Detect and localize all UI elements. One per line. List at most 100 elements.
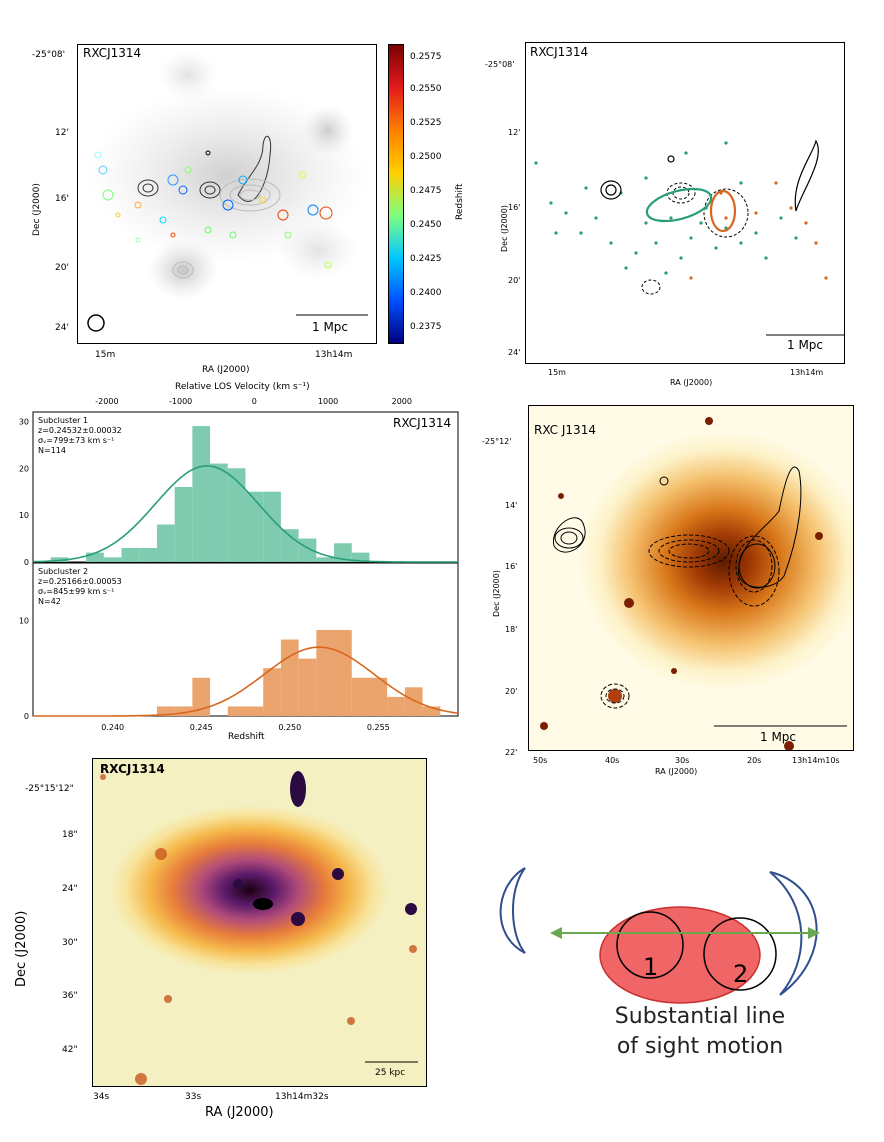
ra-tick: 13h14m [315,350,353,360]
cartoon-caption: Substantial line of sight motion [600,1002,800,1062]
panel-optical: RXCJ1314 25 kpc -25°15'12" 18" 24" 30" 3… [0,755,440,1142]
ra-tick: 40s [605,756,620,765]
dec-tick: 24" [62,884,78,894]
velocity-tick-label: 1000 [318,397,338,406]
x-tick-label: 0.245 [190,723,213,732]
dec-axis-label: Dec (J2000) [14,910,29,987]
velocity-tick-label: 0 [252,397,257,406]
subcluster-1-circle [616,911,684,979]
dec-tick: 22' [505,748,518,757]
dec-tick: -25°12' [482,437,512,446]
y-tick-label: 10 [19,511,29,520]
histogram-title: RXCJ1314 [393,416,452,430]
dec-tick: 18" [62,830,78,840]
subcluster-2-circle [703,917,777,991]
caption-line-1: Substantial line [614,1004,786,1029]
dec-tick: -25°08' [485,60,515,69]
subcluster1-n: N=114 [38,446,66,455]
histogram-bar [192,677,211,716]
panel-xray: RXC J1314 1 Mpc -25°12' 14' 16' 18' 20' … [470,395,884,785]
histogram-bar [245,491,264,562]
subcluster1-z: z=0.24532±0.00032 [38,426,122,435]
ra-tick: 20s [747,756,762,765]
member-map-scale: 1 Mpc [787,338,824,352]
dec-tick: 36" [62,991,78,1001]
histogram-bar [404,687,423,716]
optical-title: RXCJ1314 [100,762,165,776]
subcluster2-sigma: σᵥ=845±99 km s⁻¹ [38,587,115,596]
arrow-head-left [550,927,562,939]
histogram-bar [174,706,193,716]
x-tick-label: 0.250 [278,723,301,732]
colorbar-tick: 0.2450 [410,220,442,230]
y-tick-label: 10 [19,616,29,625]
dec-tick: 30" [62,938,78,948]
histogram-bar [351,552,370,562]
colorbar-tick: 0.2500 [410,152,442,162]
redshift-map-scale: 1 Mpc [312,320,349,334]
velocity-tick-label: -2000 [95,397,118,406]
ra-tick: 33s [185,1092,202,1102]
dec-axis-label: Dec (J2000) [492,570,501,617]
dec-tick: 16' [55,194,69,204]
subcluster2-n: N=42 [38,597,61,606]
colorbar-tick: 0.2475 [410,186,442,196]
ra-tick: 13h14m [790,368,824,377]
histogram-bar [334,629,352,716]
velocity-tick-label: 2000 [392,397,412,406]
y-tick-label: 30 [19,417,29,426]
histogram-bar [280,639,299,716]
dec-tick: 16' [505,562,518,571]
histogram-bar [369,677,388,716]
panel-redshift-map: RXCJ1314 1 Mpc -25°08' 12' 16' 20' 24' 1… [0,0,465,380]
member-map-frame [525,42,845,364]
colorbar-tick: 0.2375 [410,322,442,332]
right-shock-front [769,871,818,996]
y-tick-label: 0 [24,558,29,567]
ra-axis-label: RA (J2000) [205,1105,274,1120]
histogram-bar [316,629,335,716]
ra-axis-label: RA (J2000) [202,365,250,375]
subcluster-2-label: 2 [733,960,748,988]
histogram-bar [210,463,228,562]
subcluster1-sigma: σᵥ=799±73 km s⁻¹ [38,436,115,445]
left-shock-front [499,867,526,954]
colorbar-tick: 0.2525 [410,118,442,128]
dec-axis-label: Dec (J2000) [32,183,42,236]
arrow-head-right [808,927,820,939]
histogram-bar [298,658,317,716]
gaussian-fit-line [32,465,458,563]
dec-tick: 42" [62,1045,78,1055]
redshift-map-frame [77,44,377,344]
subcluster-1-label: 1 [643,953,658,981]
dec-tick: 12' [55,128,69,138]
ra-tick: 13h14m32s [275,1092,329,1102]
histogram-bar [227,468,246,562]
histogram-bar [121,547,140,562]
redshift-map-title: RXCJ1314 [83,46,142,60]
histogram-bar [263,668,281,716]
optical-frame [92,758,427,1087]
dec-tick: -25°08' [32,50,66,60]
dec-tick: 24' [508,348,521,357]
histogram-bar [263,491,281,562]
colorbar-tick: 0.2400 [410,288,442,298]
histogram-bar [156,524,175,562]
histogram-bar [174,487,193,562]
ra-axis-label: RA (J2000) [670,378,713,387]
dec-tick: 20' [508,276,521,285]
histogram-bar [351,677,370,716]
member-map-title: RXCJ1314 [530,45,589,59]
caption-line-2: of sight motion [616,1034,784,1059]
xray-frame [528,405,854,751]
colorbar-tick: 0.2425 [410,254,442,264]
subcluster2-name: Subcluster 2 [38,567,89,576]
xray-title: RXC J1314 [534,423,596,437]
histogram-bar [387,696,405,716]
dec-tick: 18' [505,625,518,634]
subcluster2-z: z=0.25166±0.00053 [38,577,122,586]
optical-image [100,771,418,1085]
histogram-bar [156,706,175,716]
histogram-bar [227,706,246,716]
merger-ellipse [599,906,761,1004]
